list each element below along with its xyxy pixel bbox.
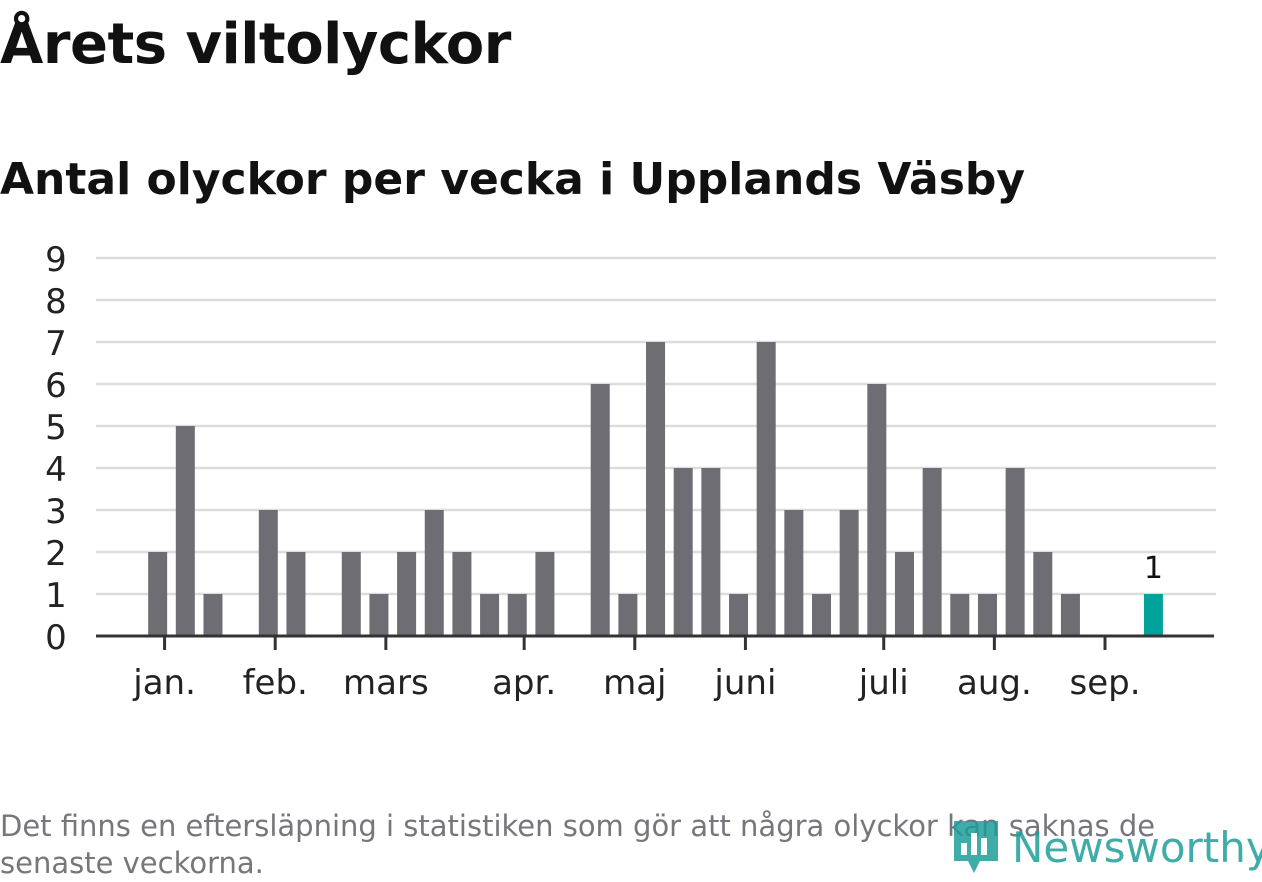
bar xyxy=(894,552,914,636)
x-tick-label: apr. xyxy=(492,663,556,703)
bar xyxy=(480,594,500,636)
bar xyxy=(922,468,942,636)
bar xyxy=(1060,594,1080,636)
data-labels: 1 xyxy=(1144,551,1163,586)
x-tick-label: feb. xyxy=(243,663,308,703)
bar xyxy=(1005,468,1025,636)
bar xyxy=(424,510,444,636)
bar xyxy=(729,594,749,636)
bar xyxy=(507,594,527,636)
bar xyxy=(286,552,306,636)
bar xyxy=(175,426,195,636)
bar xyxy=(341,552,361,636)
bar xyxy=(258,510,278,636)
newsworthy-logo: Newsworthy xyxy=(950,815,1262,879)
y-tick-label: 1 xyxy=(45,576,67,616)
y-tick-label: 4 xyxy=(45,450,67,490)
chart-subtitle: Antal olyckor per vecka i Upplands Väsby xyxy=(0,154,1026,205)
bar xyxy=(977,594,997,636)
bar xyxy=(1033,552,1053,636)
y-tick-label: 6 xyxy=(45,366,67,406)
bar xyxy=(203,594,223,636)
bar xyxy=(590,384,610,636)
x-tick-label: juli xyxy=(858,663,909,703)
bar xyxy=(950,594,970,636)
data-label-current-week: 1 xyxy=(1144,551,1163,586)
x-tick-label: juni xyxy=(713,663,776,703)
newsworthy-logo-text: Newsworthy xyxy=(1012,822,1262,872)
bar xyxy=(867,384,887,636)
bar xyxy=(397,552,417,636)
y-tick-label: 5 xyxy=(45,408,67,448)
x-tick-label: mars xyxy=(343,663,429,703)
y-tick-label: 2 xyxy=(45,534,67,574)
y-tick-label: 3 xyxy=(45,492,67,532)
bar xyxy=(784,510,804,636)
bar xyxy=(839,510,859,636)
bars xyxy=(148,342,1163,636)
bar xyxy=(812,594,831,636)
x-tick-label: jan. xyxy=(132,663,196,703)
y-tick-label: 8 xyxy=(45,282,67,322)
bar-current-week xyxy=(1143,594,1163,636)
bar xyxy=(535,552,555,636)
newsworthy-logo-icon xyxy=(954,821,998,873)
bar xyxy=(452,552,472,636)
x-tick-label: aug. xyxy=(957,663,1032,703)
bar xyxy=(646,342,666,636)
y-tick-label: 0 xyxy=(45,618,67,658)
bar xyxy=(369,594,389,636)
bar xyxy=(618,594,638,636)
y-tick-label: 7 xyxy=(45,324,67,364)
bar xyxy=(673,468,693,636)
y-tick-label: 9 xyxy=(45,240,67,280)
x-tick-label: maj xyxy=(603,663,666,703)
bar xyxy=(701,468,721,636)
x-axis-month-ticks: jan. feb. mars apr. maj juni juli aug. sep. xyxy=(132,636,1141,703)
x-tick-label: sep. xyxy=(1069,663,1140,703)
bar xyxy=(148,552,168,636)
chart-title: Årets viltolyckor xyxy=(0,12,511,77)
bar xyxy=(756,342,776,636)
